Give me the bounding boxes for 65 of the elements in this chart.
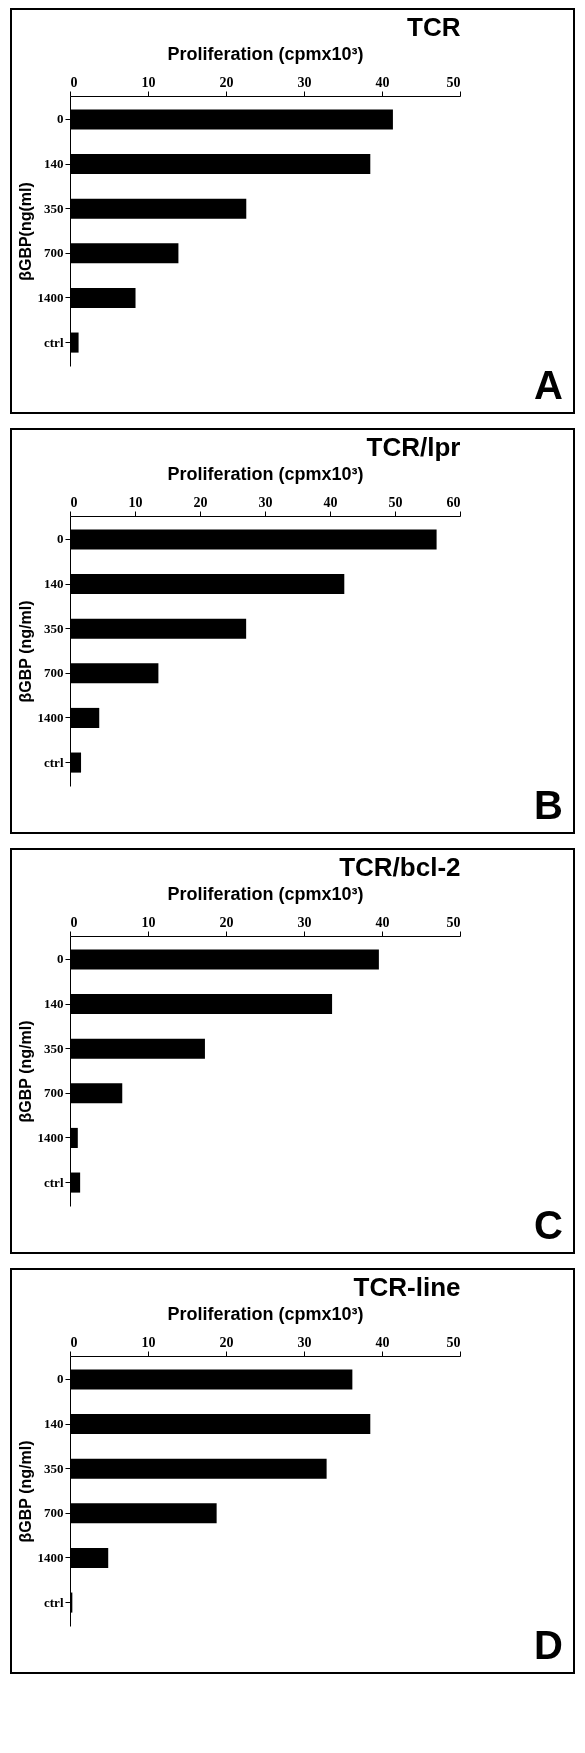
y-tick-label: 350	[44, 1040, 64, 1056]
y-tick-label: 0	[57, 531, 64, 547]
x-tick-label: 10	[141, 1334, 156, 1350]
text: D	[534, 1623, 563, 1668]
y-tick-label: 700	[44, 665, 64, 681]
y-tick-label: 350	[44, 200, 64, 216]
y-tick-label: 0	[57, 1371, 64, 1387]
x-tick-label: 40	[375, 74, 390, 90]
x-tick-label: 50	[446, 74, 461, 90]
text: B	[534, 783, 563, 828]
y-tick-label: 140	[44, 576, 64, 592]
y-tick-label: 1400	[37, 1129, 64, 1145]
x-tick-label: 50	[446, 914, 461, 930]
x-tick-label: 50	[388, 494, 403, 510]
x-tick-label: 20	[219, 1334, 234, 1350]
chart-title: TCR-line	[353, 1272, 461, 1302]
y-tick-label: 700	[44, 1505, 64, 1521]
x-tick-label: 30	[258, 494, 273, 510]
y-axis-title: βGBP (ng/ml)	[16, 1440, 34, 1543]
y-tick-label: 140	[44, 1416, 64, 1432]
y-tick-label: 350	[44, 1460, 64, 1476]
x-tick-label: 30	[297, 914, 312, 930]
text: A	[534, 363, 563, 408]
y-axis-title: βGBP (ng/ml)	[16, 1020, 34, 1123]
y-tick-label: 1400	[37, 1549, 64, 1565]
y-tick-label: 350	[44, 620, 64, 636]
x-axis-title: Proliferation (cpmx10³)	[167, 43, 364, 64]
x-tick-label: 40	[375, 1334, 390, 1350]
y-tick-label: 700	[44, 1085, 64, 1101]
x-tick-label: 0	[70, 914, 78, 930]
y-tick-label: 140	[44, 156, 64, 172]
y-tick-label: 1400	[37, 709, 64, 725]
chart-title: TCR/lpr	[366, 432, 461, 462]
x-tick-label: 40	[375, 914, 390, 930]
x-tick-label: 10	[141, 74, 156, 90]
y-tick-label: ctrl	[44, 1174, 64, 1190]
chart-title: TCR/bcl-2	[339, 852, 461, 882]
y-tick-label: ctrl	[44, 334, 64, 350]
text: C	[534, 1203, 563, 1248]
x-tick-label: 20	[219, 914, 234, 930]
y-tick-label: 700	[44, 245, 64, 261]
x-tick-label: 60	[446, 494, 461, 510]
chart-title: TCR	[407, 12, 461, 42]
x-tick-label: 30	[297, 1334, 312, 1350]
x-tick-label: 10	[128, 494, 143, 510]
y-axis-title: βGBP(ng(ml)	[16, 182, 34, 281]
x-tick-label: 0	[70, 74, 78, 90]
x-axis-title: Proliferation (cpmx10³)	[167, 883, 364, 904]
y-tick-label: 1400	[37, 289, 64, 305]
x-tick-label: 30	[297, 74, 312, 90]
x-tick-label: 10	[141, 914, 156, 930]
y-tick-label: ctrl	[44, 1594, 64, 1610]
x-tick-label: 20	[193, 494, 208, 510]
x-tick-label: 40	[323, 494, 338, 510]
x-tick-label: 0	[70, 494, 78, 510]
x-axis-title: Proliferation (cpmx10³)	[167, 463, 364, 484]
y-tick-label: 140	[44, 996, 64, 1012]
x-tick-label: 0	[70, 1334, 78, 1350]
x-axis-title: Proliferation (cpmx10³)	[167, 1303, 364, 1324]
y-tick-label: 0	[57, 111, 64, 127]
x-tick-label: 20	[219, 74, 234, 90]
y-axis-title: βGBP (ng/ml)	[16, 600, 34, 703]
x-tick-label: 50	[446, 1334, 461, 1350]
y-tick-label: 0	[57, 951, 64, 967]
y-tick-label: ctrl	[44, 754, 64, 770]
